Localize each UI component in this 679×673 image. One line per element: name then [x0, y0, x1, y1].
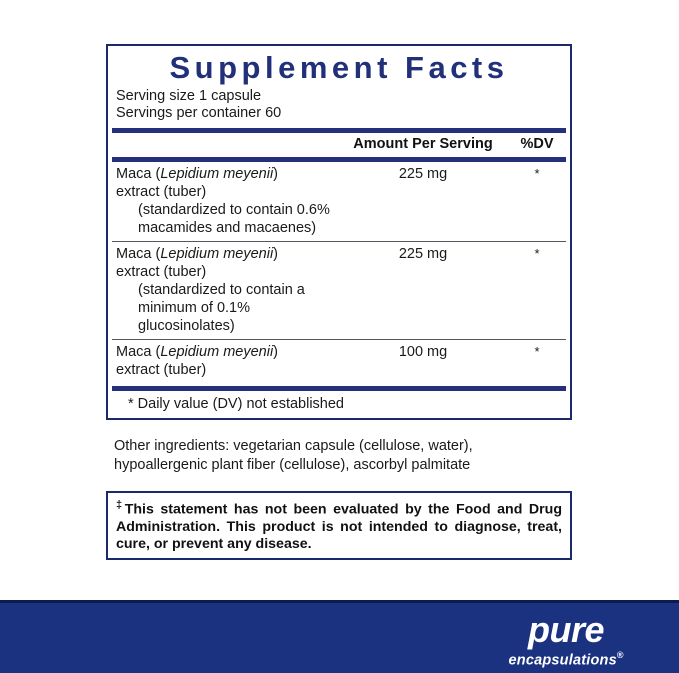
table-row: Maca (Lepidium meyenii) extract (tuber) … — [108, 242, 570, 339]
ingredient-name-line1: Maca (Lepidium meyenii) — [116, 166, 278, 182]
other-ingredients-line1: Other ingredients: vegetarian capsule (c… — [114, 438, 473, 454]
ingredient-name-line4: macamides and macaenes) — [138, 219, 317, 236]
table-row: Maca (Lepidium meyenii) extract (tuber) … — [108, 162, 570, 241]
dv-footnote: * Daily value (DV) not established — [128, 395, 344, 412]
ingredient-name: Maca (Lepidium meyenii) extract (tuber) … — [116, 245, 338, 335]
panel-title: Supplement Facts — [169, 50, 509, 85]
rule-below-serving-info — [112, 127, 566, 133]
supplement-facts-panel: Supplement Facts Serving size 1 capsule … — [106, 44, 572, 420]
ingredient-name-line3: (standardized to contain a — [138, 281, 305, 298]
ingredient-name-suffix: ) — [273, 165, 279, 182]
ingredient-latin-name: Lepidium meyenii — [160, 343, 274, 360]
servings-per-container: Servings per container 60 — [116, 105, 282, 122]
brand-subtitle: encapsulations — [508, 652, 617, 669]
ingredient-name-suffix: ) — [273, 343, 279, 360]
rule-below-column-headers — [112, 156, 566, 162]
fda-disclaimer-text: ‡This statement has not been evaluated b… — [116, 497, 562, 553]
row-separator — [112, 338, 566, 340]
rule-above-footnote — [112, 385, 566, 391]
serving-info: Serving size 1 capsule Servings per cont… — [108, 87, 570, 125]
ingredient-latin-name: Lepidium meyenii — [160, 165, 274, 182]
ingredient-name-line1: Maca (Lepidium meyenii) — [116, 344, 278, 360]
table-row: Maca (Lepidium meyenii) extract (tuber) … — [108, 340, 570, 383]
ingredient-amount: 225 mg — [398, 165, 448, 182]
ingredient-name-line2: extract (tuber) — [116, 263, 207, 280]
other-ingredients: Other ingredients: vegetarian capsule (c… — [114, 437, 584, 475]
row-separator — [112, 240, 566, 242]
ingredient-name-line1: Maca (Lepidium meyenii) — [116, 246, 278, 262]
dagger-symbol: ‡ — [116, 499, 125, 511]
fda-disclaimer-body: This statement has not been evaluated by… — [116, 501, 562, 552]
column-header-amount: Amount Per Serving — [353, 135, 493, 152]
ingredient-name-prefix: Maca ( — [116, 343, 161, 360]
ingredient-name-prefix: Maca ( — [116, 165, 161, 182]
ingredient-name: Maca (Lepidium meyenii) extract (tuber) — [116, 343, 338, 379]
ingredient-dv: * — [534, 245, 540, 261]
other-ingredients-line2: hypoallergenic plant fiber (cellulose), … — [114, 457, 471, 473]
ingredient-name-line4: minimum of 0.1% glucosinolates) — [138, 299, 251, 334]
fda-disclaimer-box: ‡This statement has not been evaluated b… — [106, 491, 572, 560]
registered-trademark-icon: ® — [616, 650, 624, 660]
ingredient-name-suffix: ) — [273, 245, 279, 262]
brand-subtitle-wrap: encapsulations® — [471, 647, 661, 668]
brand-logo: pure encapsulations® — [471, 609, 661, 669]
brand-band: pure encapsulations® — [0, 600, 679, 673]
ingredient-name-line3: (standardized to contain 0.6% — [138, 201, 330, 218]
brand-name: pure — [527, 609, 605, 650]
ingredient-name-prefix: Maca ( — [116, 245, 161, 262]
ingredient-name-line2: extract (tuber) — [116, 183, 207, 200]
serving-size: Serving size 1 capsule — [116, 87, 262, 104]
column-header-dv: %DV — [520, 135, 554, 152]
ingredient-latin-name: Lepidium meyenii — [160, 245, 274, 262]
ingredient-amount: 100 mg — [398, 343, 448, 360]
ingredient-amount: 225 mg — [398, 245, 448, 262]
ingredient-dv: * — [534, 343, 540, 359]
ingredient-name: Maca (Lepidium meyenii) extract (tuber) … — [116, 165, 338, 237]
ingredient-name-line2: extract (tuber) — [116, 361, 207, 378]
ingredient-dv: * — [534, 165, 540, 181]
column-header-row: Amount Per Serving %DV — [108, 133, 570, 154]
